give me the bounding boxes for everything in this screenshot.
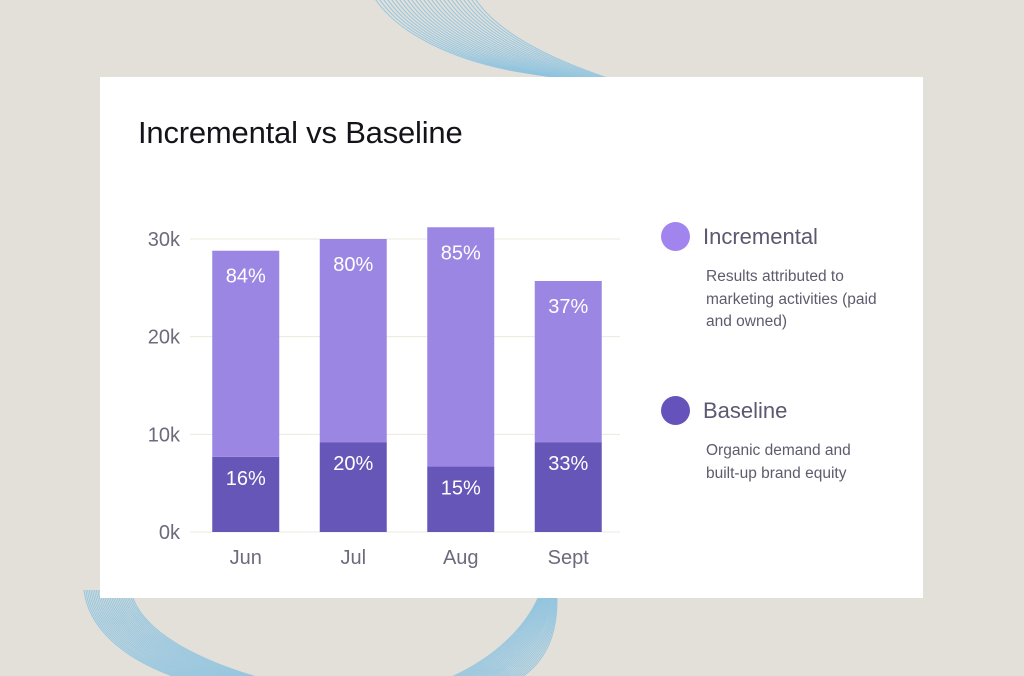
x-tick-label: Aug (443, 547, 479, 569)
bar-baseline (319, 442, 387, 532)
legend-swatch-incremental (661, 222, 690, 251)
background-swirl-line (85, 589, 540, 676)
data-label-incremental: 85% (441, 242, 481, 264)
background-swirl-line (102, 589, 547, 676)
background-swirl-line (116, 589, 552, 676)
chart-card: Incremental vs Baseline 0k 10k 20k 30k 84% 16… (100, 77, 923, 598)
background-swirl-line (128, 589, 557, 676)
legend-label-incremental: Incremental (703, 224, 818, 249)
background-swirl-line (106, 589, 548, 676)
background-swirl-line (114, 589, 552, 676)
data-label-baseline: 20% (333, 453, 373, 475)
bar-incremental (427, 227, 495, 467)
bar-baseline (212, 456, 280, 532)
x-tick-label: Sept (548, 547, 590, 569)
background-swirl-line (127, 589, 557, 676)
background-swirl-line (121, 589, 554, 676)
y-tick-label: 10k (148, 424, 181, 446)
data-label-incremental: 37% (548, 296, 588, 318)
background-swirl-line (90, 589, 542, 676)
background-swirl-line (97, 589, 545, 676)
background-swirl-line (109, 589, 550, 676)
data-label-incremental: 80% (333, 254, 373, 276)
background-swirl-line (130, 589, 558, 676)
background-swirl-line (100, 589, 546, 676)
background-swirl-line (111, 589, 550, 676)
x-tick-label: Jun (230, 547, 262, 569)
bar-incremental (319, 239, 387, 443)
data-label-incremental: 84% (226, 266, 266, 288)
chart-title: Incremental vs Baseline (138, 115, 463, 150)
y-tick-label: 30k (148, 229, 181, 251)
legend-description-incremental: Results attributed to marketing activiti… (706, 268, 877, 330)
data-label-baseline: 16% (226, 468, 266, 490)
background-swirl-line (88, 589, 541, 676)
y-tick-label: 20k (148, 327, 181, 349)
data-label-baseline: 15% (441, 478, 481, 500)
legend-label-baseline: Baseline (703, 398, 788, 423)
bar-incremental (534, 280, 602, 443)
background-swirl-line (125, 589, 556, 676)
legend-swatch-baseline (661, 396, 690, 425)
background-swirl-line (104, 589, 547, 676)
background-swirl-line (92, 589, 543, 676)
data-label-baseline: 33% (548, 453, 588, 475)
background-swirl-line (123, 589, 555, 676)
background-swirl-line (113, 589, 551, 676)
background-swirl-line (93, 589, 543, 676)
bar-baseline (427, 466, 495, 532)
y-tick-label: 0k (159, 522, 181, 544)
background-swirl-line (118, 589, 553, 676)
legend-description-baseline: Organic demand and built-up brand equity (706, 442, 851, 482)
x-tick-label: Jul (340, 547, 366, 569)
background-swirl-line (95, 589, 544, 676)
background-swirl-line (120, 589, 554, 676)
stacked-bar-chart: 0k 10k 20k 30k 84% 16% Jun 80% 20% Jul 85% 15% Aug 37… (148, 227, 620, 569)
bar-baseline (534, 442, 602, 532)
background-swirl-line (83, 589, 539, 676)
background-swirl-line (107, 589, 549, 676)
background-swirl-line (99, 589, 545, 676)
background-swirl-line (86, 589, 540, 676)
bar-incremental (212, 250, 280, 457)
